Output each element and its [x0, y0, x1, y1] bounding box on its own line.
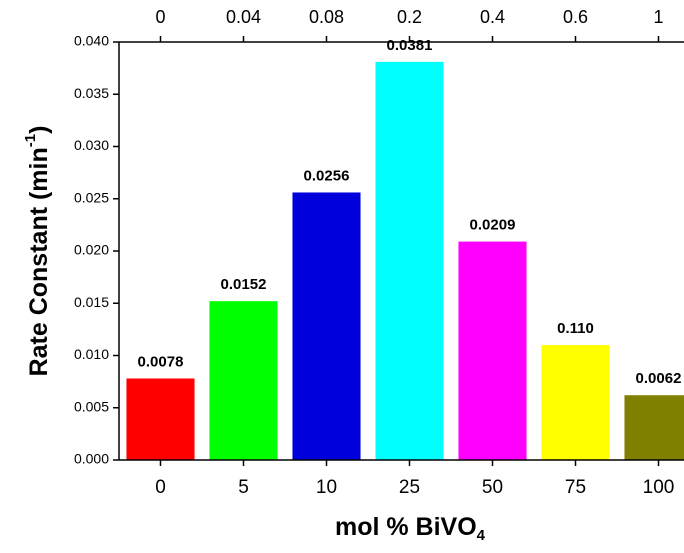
y-tick-label: 0.005 [74, 398, 109, 414]
y-tick-label: 0.030 [74, 137, 109, 153]
y-tick-label: 0.025 [74, 189, 109, 205]
x-label-text: mol % BiVO [335, 513, 477, 541]
y-tick-label: 0.010 [74, 346, 109, 362]
top-tick-label: 0.6 [563, 7, 588, 27]
y-label-text: Rate Constant (min [25, 147, 53, 376]
value-label: 0.0209 [470, 217, 516, 234]
top-tick-label: 0 [155, 7, 165, 27]
x-tick-label: 5 [238, 477, 249, 498]
y-axis-label: Rate Constant (min-1) [22, 126, 53, 377]
bar [126, 378, 195, 460]
y-tick-label: 0.015 [74, 294, 109, 310]
y-tick-label: 0.040 [74, 33, 109, 49]
bar [624, 395, 684, 460]
x-tick-label: 75 [565, 477, 586, 498]
bar [458, 241, 527, 460]
x-label-sub: 4 [477, 527, 486, 544]
x-tick-label: 100 [643, 477, 675, 498]
value-label: 0.0062 [636, 370, 682, 387]
top-tick-label: 0.4 [480, 7, 505, 27]
x-tick-label: 10 [316, 477, 337, 498]
value-label: 0.110 [557, 320, 594, 337]
y-label-end: ) [25, 126, 53, 134]
value-label: 0.0078 [138, 353, 184, 370]
value-label: 0.0152 [221, 276, 267, 293]
x-tick-label: 25 [399, 477, 420, 498]
top-tick-label: 0.08 [309, 7, 344, 27]
bar [375, 61, 444, 460]
value-label: 0.0256 [304, 167, 350, 184]
x-axis-label: mol % BiVO4 [335, 513, 486, 544]
x-tick-label: 0 [155, 477, 166, 498]
top-tick-label: 0.2 [397, 7, 422, 27]
y-tick-label: 0.020 [74, 242, 109, 258]
y-tick-label: 0.035 [74, 85, 109, 101]
top-tick-label: 0.04 [226, 7, 261, 27]
bar [209, 301, 278, 460]
bar [541, 345, 610, 460]
top-tick-label: 1 [653, 7, 663, 27]
y-label-sup: -1 [22, 134, 39, 147]
x-tick-label: 50 [482, 477, 503, 498]
bar [292, 192, 361, 461]
value-label: 0.0381 [387, 37, 433, 54]
y-tick-label: 0.000 [74, 451, 109, 467]
